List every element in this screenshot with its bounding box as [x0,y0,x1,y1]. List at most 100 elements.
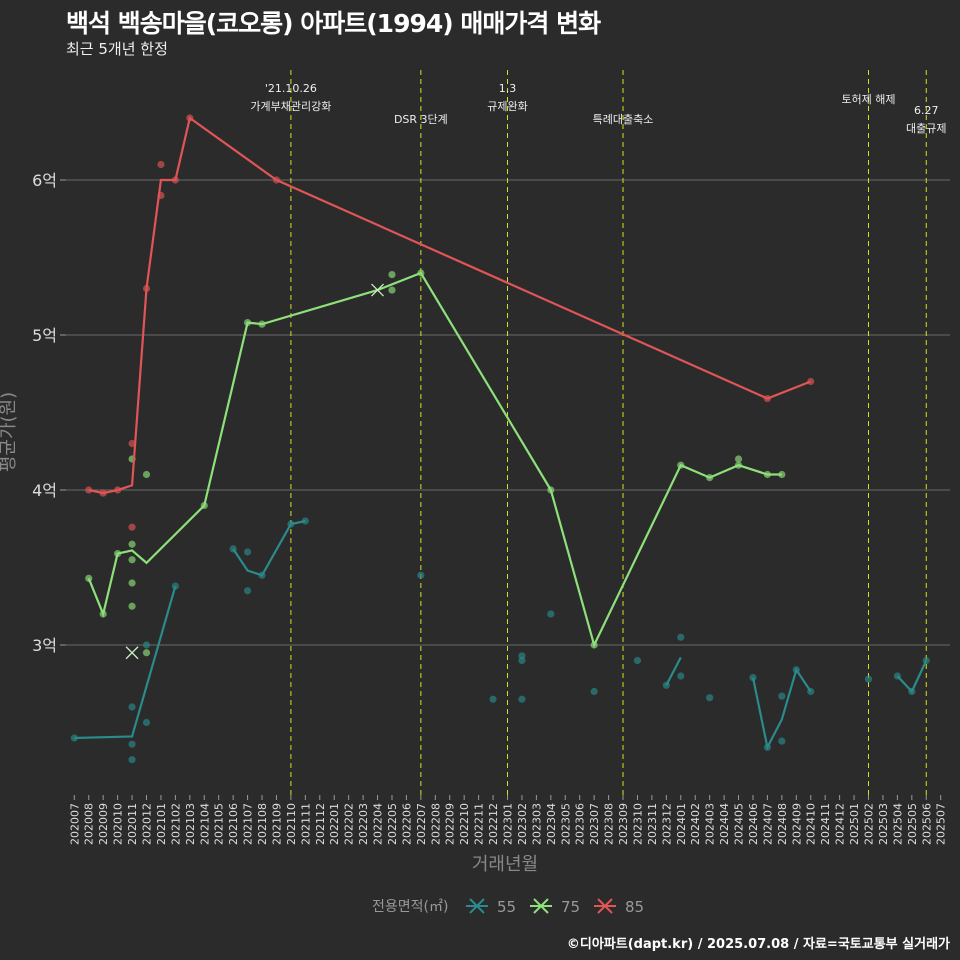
event-label: 1.3 [499,82,517,95]
data-point-75 [142,649,151,657]
data-point-85 [99,489,107,497]
data-point-85 [807,377,815,386]
x-tick-label: 202206 [400,803,413,845]
legend-key-icon [530,898,552,914]
event-label: 토허제 해제 [841,92,895,106]
x-tick-label: 202007 [68,803,81,845]
x-tick-label: 202305 [559,803,572,845]
x-tick-label: 202307 [588,803,601,845]
data-point-55 [518,656,526,665]
legend-title: 전용면적(㎡) [372,899,448,915]
data-point-85 [128,523,136,531]
data-point-55 [70,734,78,742]
data-point-55 [243,548,252,556]
event-label: '21.10.26 [265,82,317,95]
chart-subtitle: 최근 5개년 한정 [66,40,168,58]
x-tick-label: 202112 [314,803,327,845]
x-tick-label: 202401 [675,803,688,845]
data-point-85 [157,160,165,169]
x-tick-label: 202301 [502,803,515,845]
data-point-85 [157,191,165,200]
x-tick-label: 202503 [877,803,890,845]
data-point-55 [142,641,151,649]
x-tick-label: 202102 [169,803,182,845]
x-tick-label: 202209 [444,803,457,845]
x-tick-label: 202505 [906,803,919,845]
y-axis-title: 평균가(원) [0,392,19,472]
y-tick-label: 6억 [32,171,57,190]
data-point-85 [272,176,281,184]
data-point-85 [171,176,179,184]
data-point-55 [677,633,685,641]
x-tick-label: 202210 [458,803,471,845]
x-tick-label: 202411 [819,803,832,845]
x-tick-label: 202312 [660,803,673,845]
data-point-75 [677,461,685,469]
x-tick-label: 202109 [270,803,283,845]
data-point-55 [547,610,555,618]
series-line-55 [232,519,306,577]
x-tick-label: 202504 [891,803,904,845]
data-point-75 [128,556,136,564]
x-tick-label: 202502 [863,803,876,845]
legend-key-icon [466,898,488,914]
x-tick-label: 202310 [631,803,644,845]
event-label: DSR 3단계 [394,113,448,126]
x-tick-label: 202407 [761,803,774,845]
data-point-55 [128,756,136,764]
x-tick-label: 202404 [718,803,731,845]
y-tick-label: 4억 [32,481,57,500]
data-point-55 [908,687,916,696]
event-label: 6.27 [914,104,939,117]
data-point-75 [128,579,136,587]
x-tick-label: 202104 [198,803,211,845]
data-point-75 [243,319,252,327]
legend-label: 85 [625,898,644,916]
data-point-55 [633,656,642,665]
event-label: 가계부채관리강화 [250,100,331,113]
data-point-75 [114,549,122,558]
data-point-75 [547,486,555,494]
chart-title: 백석 백송마을(코오롱) 아파트(1994) 매매가격 변화 [66,9,601,38]
series-line-55 [74,585,177,740]
x-tick-label: 202304 [545,803,558,845]
x-tick-label: 202212 [487,803,500,845]
x-tick-label: 202201 [328,803,341,845]
x-axis-title: 거래년월 [472,854,538,875]
data-point-55 [763,743,772,751]
x-tick-label: 202211 [473,803,486,845]
x-tick-label: 202501 [848,803,861,845]
x-tick-label: 202507 [935,803,948,845]
x-tick-label: 202011 [126,803,139,845]
x-tick-label: 202008 [83,803,96,845]
data-point-75 [388,270,396,279]
data-point-55 [662,681,670,689]
x-tick-label: 202403 [704,803,717,845]
data-point-55 [417,571,425,579]
data-point-55 [778,737,786,745]
x-tick-label: 202412 [834,803,847,845]
series-line-55 [896,660,928,694]
x-tick-label: 202302 [516,803,529,845]
series-line-55 [665,656,682,686]
data-point-85 [142,284,151,293]
data-point-75 [590,641,598,649]
source-caption: ©디아파트(dapt.kr) / 2025.07.08 / 자료=국토교통부 실… [566,937,950,952]
x-tick-label: 202110 [285,803,298,845]
x-tick-label: 202108 [256,803,269,845]
data-point-75 [417,269,425,277]
data-point-55 [893,672,901,680]
legend-label: 75 [561,898,580,916]
data-point-55 [258,571,266,579]
data-point-75 [258,320,266,328]
legend-label: 55 [497,898,516,916]
data-point-55 [807,687,815,696]
data-point-75 [142,470,151,479]
data-point-85 [114,486,122,494]
y-tick-label: 3억 [32,636,57,655]
data-point-55 [864,675,873,683]
mean-marker-75 [371,283,384,297]
series-line-75 [87,271,782,649]
x-tick-label: 202208 [429,803,442,845]
x-tick-label: 202410 [805,803,818,845]
